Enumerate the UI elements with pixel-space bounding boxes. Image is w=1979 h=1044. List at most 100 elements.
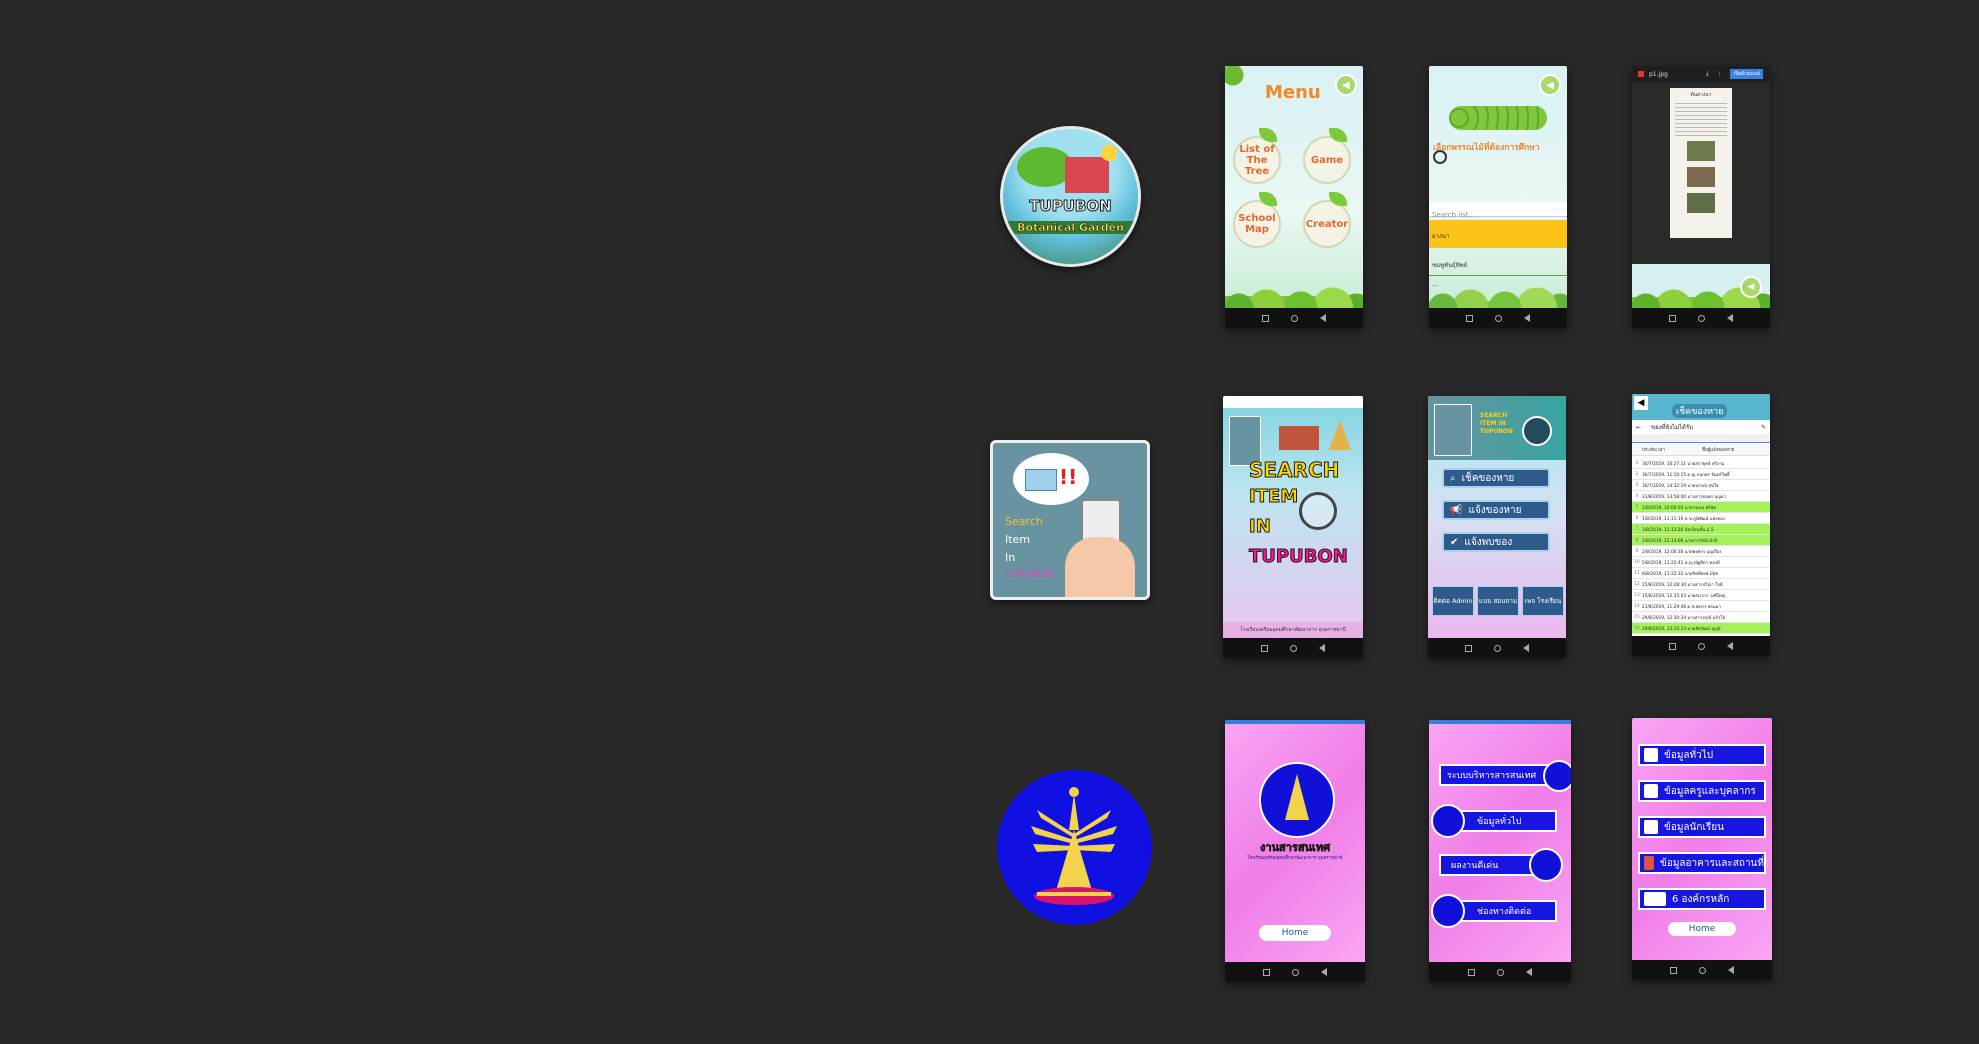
buildings-info-button[interactable]: ข้อมูลอาคารและสถานที่ <box>1638 852 1766 874</box>
info-menu-screen: ระบบบริหารสารสนเทศ ข้อมูลทั่วไป ผลงานดีเ… <box>1429 720 1571 962</box>
back-nav-icon[interactable] <box>1523 644 1529 652</box>
table-row[interactable]: 12 15/8/2019, 12:28:30 นางสาวปวีณา ใจดี <box>1632 579 1770 590</box>
table-row[interactable]: 10 5/8/2019, 11:25:41 ด.ญ.ณัฐธิดา ทองดี <box>1632 557 1770 568</box>
creator-button[interactable]: Creator <box>1303 192 1351 248</box>
six-organizations-button[interactable]: 6 องค์กรหลัก <box>1638 888 1766 910</box>
row-number: 10 <box>1634 559 1640 565</box>
download-icon[interactable]: ⤓ <box>1705 70 1709 77</box>
splash-title-search: SEARCH <box>1248 458 1340 483</box>
sheet-page-title: เช็คของหาย <box>1672 404 1728 418</box>
open-with-button[interactable]: เปิดด้วยแอป <box>1730 69 1763 79</box>
home-icon[interactable] <box>1698 642 1705 650</box>
report-found-item-button[interactable]: ✔ แจ้งพบของ <box>1442 532 1550 552</box>
home-icon[interactable] <box>1698 314 1705 322</box>
more-icon[interactable]: ⋮ <box>1716 70 1723 78</box>
table-row[interactable]: 4 31/8/2019, 13:58:00 นางสาวธนพร บุญมา <box>1632 491 1770 502</box>
school-emblem-logo[interactable] <box>997 770 1152 925</box>
table-row[interactable]: 5 1/8/2019, 10:00:03 นายวรเมธ ศรีสุข <box>1632 502 1770 513</box>
home-icon[interactable] <box>1494 644 1501 652</box>
back-nav-icon[interactable] <box>1321 968 1327 976</box>
back-nav-icon[interactable] <box>1526 968 1532 976</box>
home-icon[interactable] <box>1290 644 1297 652</box>
column-header[interactable]: ชื่อผู้แจ้งของหาย <box>1702 448 1735 453</box>
recents-icon[interactable] <box>1263 968 1270 976</box>
megaphone-icon: 📢 <box>1450 504 1463 516</box>
school-page-button[interactable]: เพจ โรงเรียน <box>1522 586 1564 616</box>
info-system-button[interactable]: ระบบบริหารสารสนเทศ <box>1439 764 1549 786</box>
recents-icon[interactable] <box>1466 314 1473 322</box>
row-text: 1/8/2019, 12:14:06 นางสาวรัชนี คำดี <box>1642 538 1718 544</box>
home-button[interactable]: Home <box>1259 925 1331 941</box>
school-building-icon <box>1644 856 1654 870</box>
phone-search-item-splash: SEARCH ITEM IN TUPUBON โรงเรียนเตรียมอุด… <box>1223 396 1363 658</box>
general-info-button[interactable]: ข้อมูลทั่วไป <box>1638 744 1766 766</box>
school-map-button[interactable]: School Map <box>1233 192 1281 248</box>
back-icon[interactable]: ◀ <box>1740 276 1762 298</box>
table-row[interactable]: 1 30/7/2019, 10:27:11 นายสรายุทธ์ ศรีงาม <box>1632 458 1770 469</box>
home-icon[interactable] <box>1699 966 1706 974</box>
button-label: List of The Tree <box>1239 143 1275 177</box>
back-icon[interactable]: ◀ <box>1335 74 1357 96</box>
back-icon[interactable]: ◀ <box>1539 74 1561 96</box>
back-nav-icon[interactable] <box>1727 314 1733 322</box>
report-lost-item-button[interactable]: 📢 แจ้งของหาย <box>1442 500 1550 520</box>
recents-icon[interactable] <box>1669 642 1676 650</box>
table-row[interactable]: 2 30/7/2019, 11:10:15 ด.ญ.กนกพร จันทร์โพธ… <box>1632 469 1770 480</box>
recents-icon[interactable] <box>1670 966 1677 974</box>
back-nav-icon[interactable] <box>1727 642 1733 650</box>
table-row[interactable]: 7 1/8/2019, 11:13:26 นักเรียนชั้น ม.5 <box>1632 524 1770 535</box>
button-label: Home <box>1688 924 1716 934</box>
list-item-selected[interactable]: ยางนา <box>1429 220 1567 248</box>
search-item-tupubon-logo[interactable]: !! Search Item In TUPUBON <box>990 440 1150 600</box>
button-label: Game <box>1310 154 1344 166</box>
edit-pencil-icon[interactable]: ✎ <box>1760 423 1766 431</box>
recents-icon[interactable] <box>1262 314 1269 322</box>
table-row[interactable]: 11 6/8/2019, 11:22:32 นายกิตติพงษ์ มีสุข <box>1632 568 1770 579</box>
back-nav-icon[interactable] <box>1728 966 1734 974</box>
table-row[interactable]: 13 15/8/2019, 12:35:03 นายธนากร วงศ์ใหญ่ <box>1632 590 1770 601</box>
home-icon[interactable] <box>1292 968 1299 976</box>
check-lost-item-button[interactable]: ⌕ เช็คของหาย <box>1442 468 1550 488</box>
back-nav-icon[interactable] <box>1319 644 1325 652</box>
recents-icon[interactable] <box>1465 644 1472 652</box>
table-row[interactable]: 15 29/8/2019, 12:30:34 นางสาวอรุณี แก้วใส <box>1632 612 1770 623</box>
list-item-label: ยางนา <box>1432 233 1450 240</box>
back-nav-icon[interactable] <box>1320 314 1326 322</box>
camera-icon <box>1543 760 1571 792</box>
home-icon[interactable] <box>1495 314 1502 322</box>
recents-icon[interactable] <box>1669 314 1676 322</box>
tree-icon <box>1017 147 1073 187</box>
recents-icon[interactable] <box>1468 968 1475 976</box>
home-icon[interactable] <box>1291 314 1298 322</box>
home-button[interactable]: Home <box>1668 922 1736 936</box>
contact-admin-button[interactable]: ติดต่อ Admin <box>1432 586 1474 616</box>
back-nav-icon[interactable] <box>1524 314 1530 322</box>
teachers-staff-button[interactable]: ข้อมูลครูและบุคลากร <box>1638 780 1766 802</box>
general-info-button[interactable]: ข้อมูลทั่วไป <box>1447 810 1557 832</box>
tupubon-botanical-garden-logo[interactable]: TUPUBON Botanical Garden <box>1000 126 1141 267</box>
sun-icon <box>1101 145 1117 161</box>
questionnaire-button[interactable]: แบบ สอบถาม <box>1477 586 1519 616</box>
recents-icon[interactable] <box>1261 644 1268 652</box>
search-input[interactable]: Search list... <box>1429 202 1567 219</box>
button-label: ข้อมูลนักเรียน <box>1664 821 1724 833</box>
students-info-button[interactable]: ข้อมูลนักเรียน <box>1638 816 1766 838</box>
arrow-left-icon[interactable]: ← <box>1636 423 1642 431</box>
game-button[interactable]: Game <box>1303 128 1351 184</box>
table-row[interactable]: 14 21/8/2019, 11:29:46 ด.ช.ศุภกร พรมมา <box>1632 601 1770 612</box>
list-of-the-tree-button[interactable]: List of The Tree <box>1233 128 1281 184</box>
magnifier-icon <box>1299 492 1337 530</box>
column-header[interactable]: ประทับเวลา <box>1642 448 1665 453</box>
button-label: 6 องค์กรหลัก <box>1672 893 1730 905</box>
table-row[interactable]: 8 1/8/2019, 12:14:06 นางสาวรัชนี คำดี <box>1632 535 1770 546</box>
list-item[interactable]: ชมพูพันธุ์ทิพย์ <box>1429 250 1567 276</box>
table-row[interactable]: 16 29/8/2019, 13:15:13 นายชัยวัฒน์ บุญมี <box>1632 623 1770 634</box>
back-icon[interactable]: ◀ <box>1634 396 1648 410</box>
school-emblem-icon <box>1259 762 1335 838</box>
table-row[interactable]: 6 1/8/2019, 11:11:16 ด.ช.ภูมิพัฒน์ แสงทอง <box>1632 513 1770 524</box>
table-row[interactable]: 3 30/7/2019, 14:32:19 นายปกรณ์ สุขใจ <box>1632 480 1770 491</box>
table-row[interactable]: 9 2/8/2019, 12:00:30 นายพงศกร บุญเรือง <box>1632 546 1770 557</box>
row-text: 15/8/2019, 12:35:03 นายธนากร วงศ์ใหญ่ <box>1642 593 1726 599</box>
home-icon[interactable] <box>1497 968 1504 976</box>
pagoda-icon <box>1285 774 1309 820</box>
